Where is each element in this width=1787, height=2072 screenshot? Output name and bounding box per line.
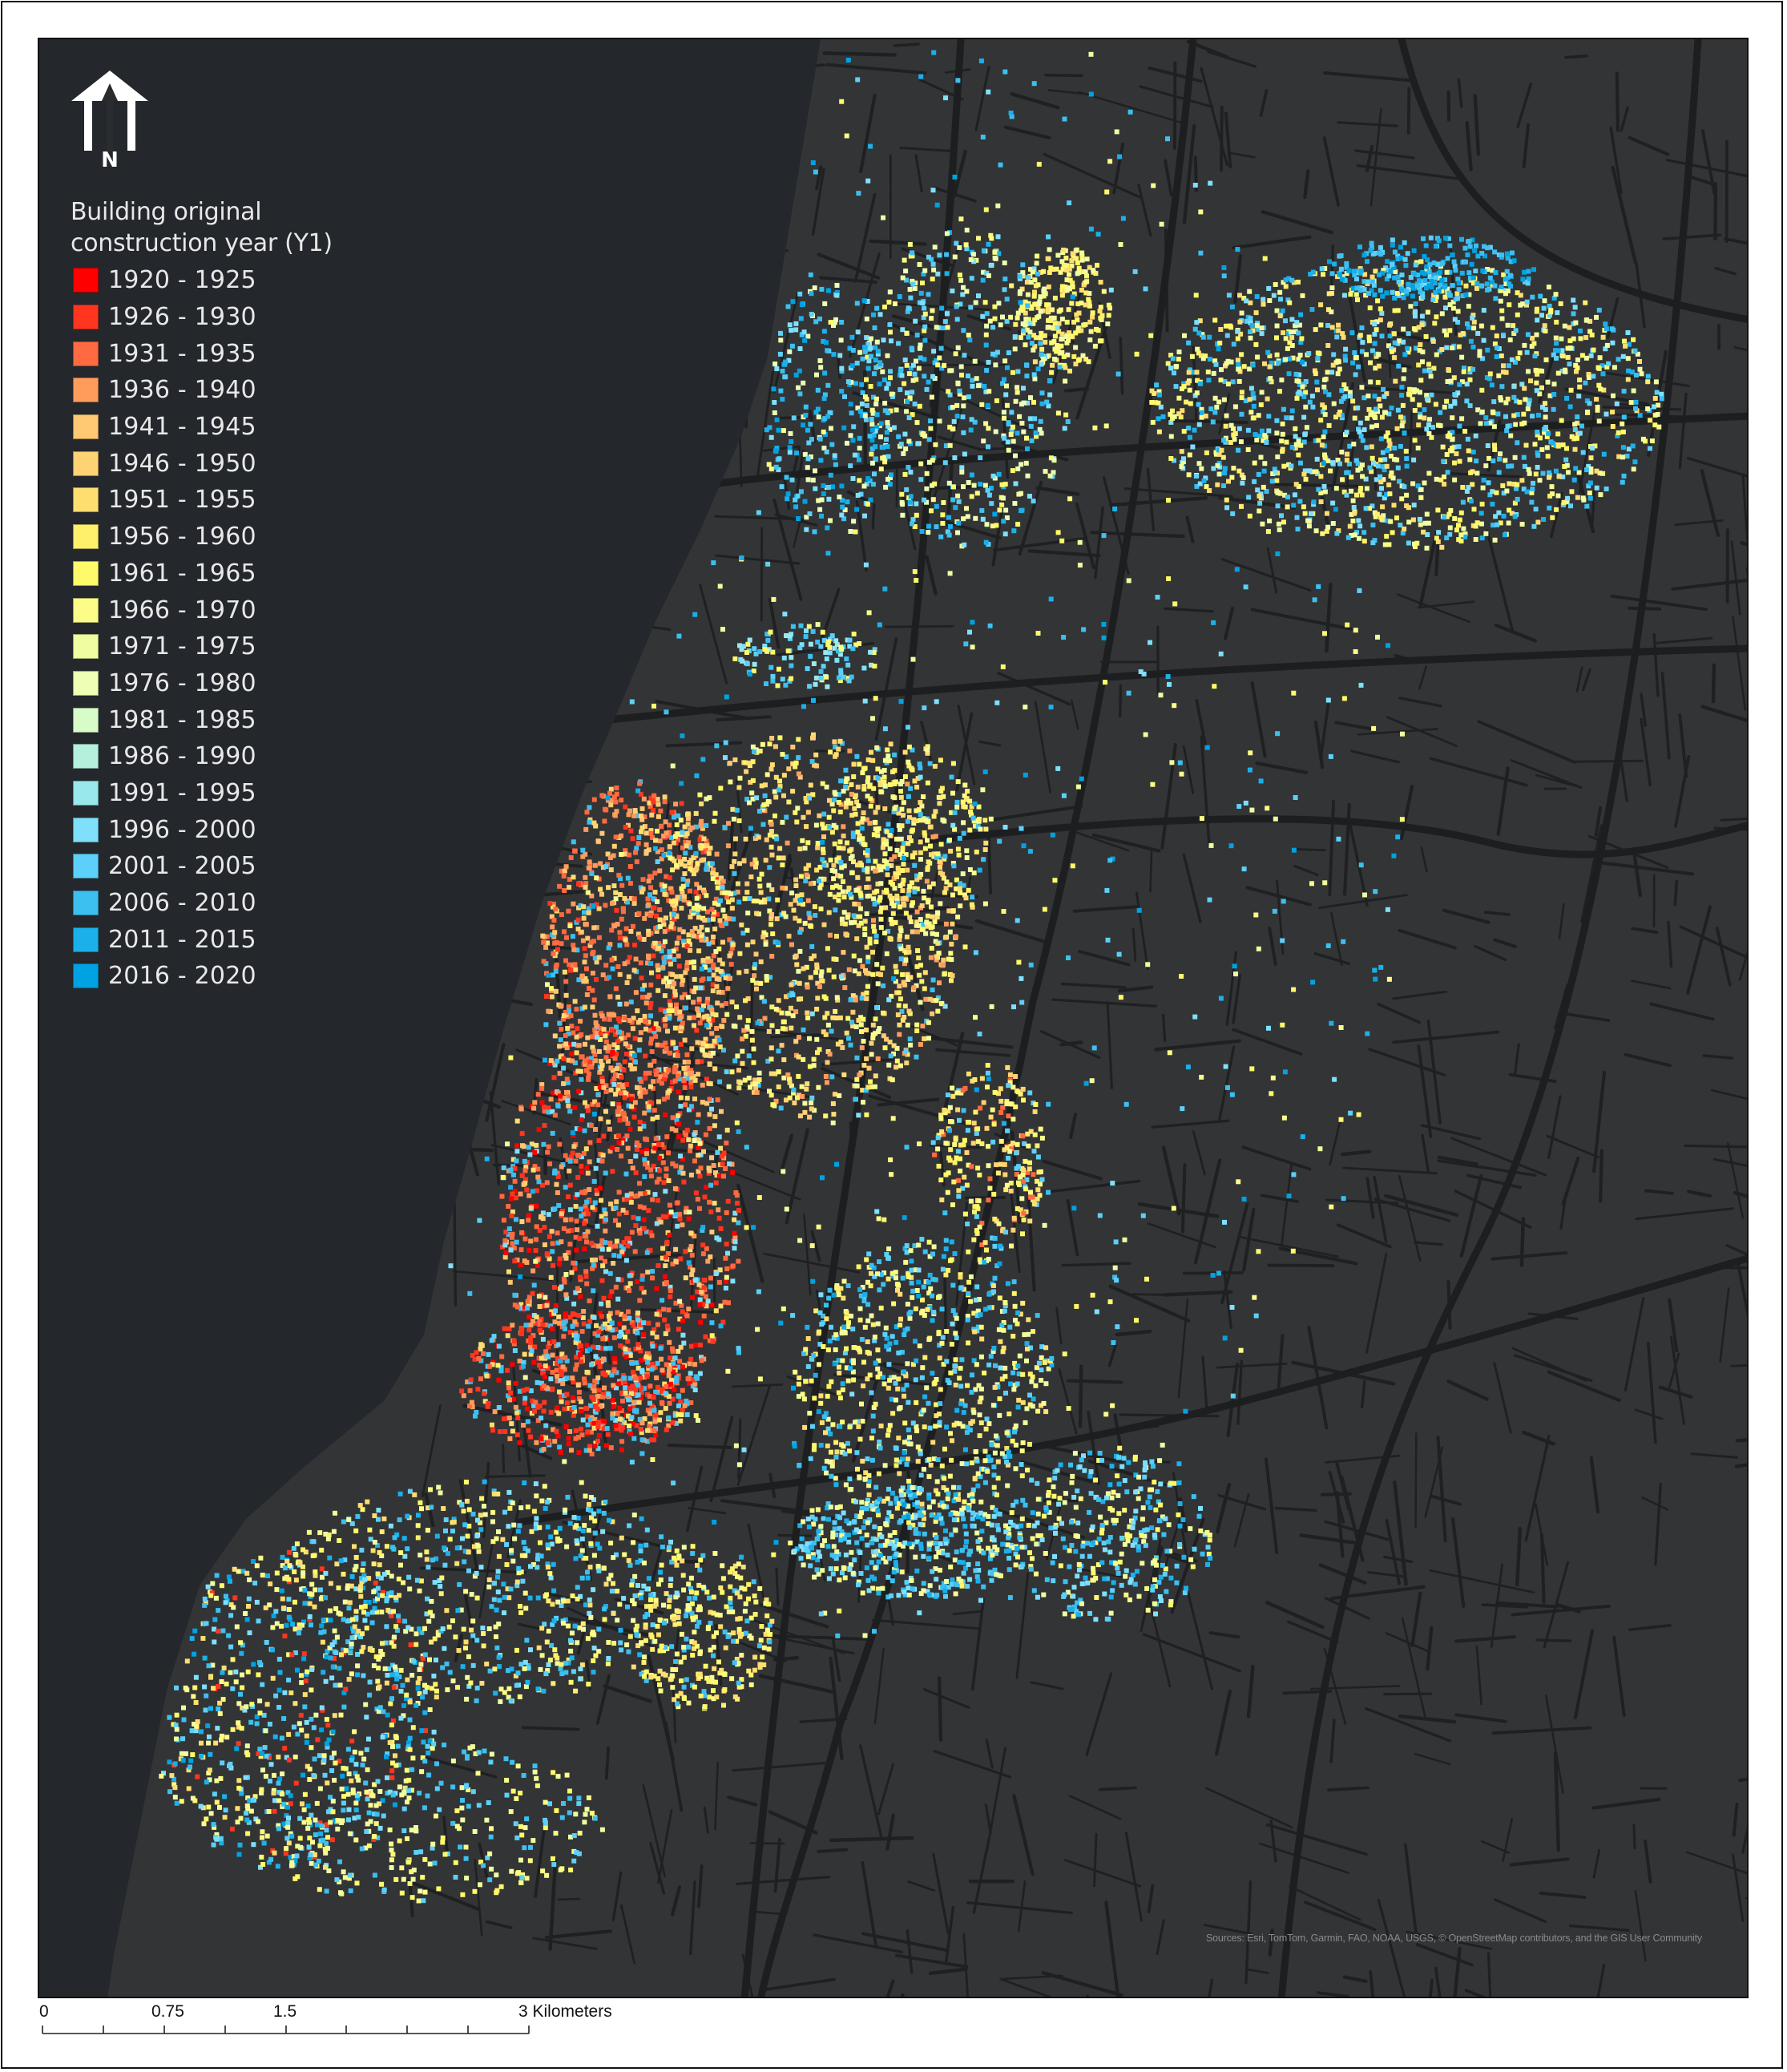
legend-swatch <box>73 268 99 293</box>
legend-item: 1996 - 2000 <box>71 811 333 848</box>
legend-label: 1951 - 1955 <box>108 486 256 515</box>
legend-item: 1986 - 1990 <box>71 738 333 775</box>
legend-swatch <box>73 634 99 660</box>
legend-swatch <box>73 378 99 403</box>
legend-label: 1981 - 1985 <box>108 705 256 734</box>
legend-swatch <box>73 524 99 550</box>
legend-item: 1946 - 1950 <box>71 445 333 482</box>
legend-item: 1971 - 1975 <box>71 628 333 665</box>
legend-item: 2006 - 2010 <box>71 885 333 922</box>
legend-swatch <box>73 305 99 330</box>
legend-label: 1996 - 2000 <box>108 815 256 844</box>
legend-swatch <box>73 450 99 476</box>
legend-item: 1981 - 1985 <box>71 701 333 738</box>
legend-item: 2011 - 2015 <box>71 921 333 958</box>
legend-label: 1986 - 1990 <box>108 742 256 771</box>
legend-label: 1936 - 1940 <box>108 376 256 405</box>
scale-label: 0.75 <box>151 2002 184 2021</box>
map-frame[interactable]: N Building original construction year (Y… <box>38 38 1749 1998</box>
legend-item: 1961 - 1965 <box>71 555 333 592</box>
legend-swatch <box>73 854 99 879</box>
legend-item: 1966 - 1970 <box>71 592 333 628</box>
legend-label: 1941 - 1945 <box>108 413 256 442</box>
map-canvas[interactable] <box>39 39 1749 1998</box>
legend-swatch <box>73 707 99 733</box>
scale-bar <box>42 2026 530 2034</box>
legend-item: 1956 - 1960 <box>71 519 333 555</box>
legend-swatch <box>73 780 99 806</box>
scale-label: 3 Kilometers <box>518 2002 612 2021</box>
legend-label: 1991 - 1995 <box>108 778 256 807</box>
legend-swatch <box>73 414 99 440</box>
legend-swatch <box>73 891 99 916</box>
legend-label: 1971 - 1975 <box>108 632 256 661</box>
legend-item: 2001 - 2005 <box>71 848 333 885</box>
legend-items: 1920 - 1925 1926 - 1930 1931 - 1935 1936 - … <box>71 262 333 995</box>
legend-label: 1976 - 1980 <box>108 668 256 697</box>
legend-item: 2016 - 2020 <box>71 958 333 995</box>
scale-label: 1.5 <box>273 2002 297 2021</box>
legend-item: 1941 - 1945 <box>71 409 333 446</box>
legend-label: 1920 - 1925 <box>108 266 256 295</box>
legend-title-line-2: construction year (Y1) <box>71 229 333 257</box>
legend-swatch <box>73 963 99 989</box>
legend-item: 1991 - 1995 <box>71 775 333 812</box>
legend-item: 1931 - 1935 <box>71 335 333 372</box>
legend-label: 1926 - 1930 <box>108 303 256 332</box>
legend-label: 1931 - 1935 <box>108 339 256 368</box>
legend-label: 2016 - 2020 <box>108 962 256 991</box>
legend-item: 1920 - 1925 <box>71 262 333 299</box>
legend-title: Building original construction year (Y1) <box>71 196 333 259</box>
legend-swatch <box>73 560 99 586</box>
legend-label: 1961 - 1965 <box>108 559 256 588</box>
legend-label: 2006 - 2010 <box>108 889 256 918</box>
legend-item: 1951 - 1955 <box>71 482 333 519</box>
legend-swatch <box>73 927 99 952</box>
legend-swatch <box>73 597 99 623</box>
legend-swatch <box>73 487 99 513</box>
legend-item: 1926 - 1930 <box>71 299 333 336</box>
legend-label: 2001 - 2005 <box>108 852 256 881</box>
legend-swatch <box>73 817 99 842</box>
legend-item: 1936 - 1940 <box>71 372 333 409</box>
legend-swatch <box>73 670 99 696</box>
legend-title-line-1: Building original <box>71 198 262 226</box>
scale-label: 0 <box>39 2002 49 2021</box>
legend-label: 1966 - 1970 <box>108 596 256 624</box>
legend-label: 1956 - 1960 <box>108 523 256 551</box>
legend-swatch <box>73 341 99 366</box>
legend: Building original construction year (Y1)… <box>71 196 333 995</box>
attribution-text: Sources: Esri, TomTom, Garmin, FAO, NOAA… <box>1206 1933 1702 1944</box>
legend-label: 1946 - 1950 <box>108 449 256 478</box>
legend-swatch <box>73 744 99 769</box>
legend-label: 2011 - 2015 <box>108 925 256 954</box>
legend-item: 1976 - 1980 <box>71 665 333 702</box>
north-arrow-icon: N <box>71 71 148 168</box>
